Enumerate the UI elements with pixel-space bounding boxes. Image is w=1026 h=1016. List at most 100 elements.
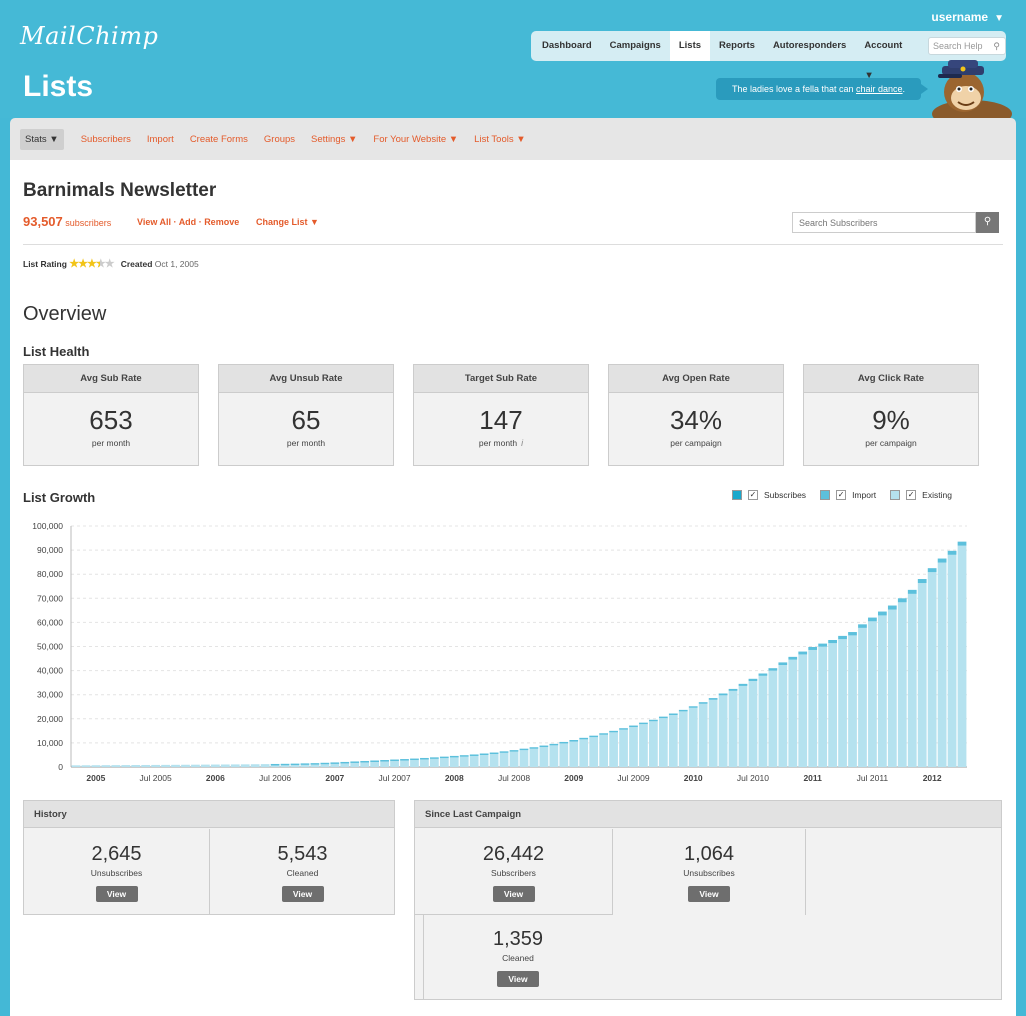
subnav-create-forms[interactable]: Create Forms (189, 133, 248, 145)
bar-existing (569, 741, 579, 767)
subnav-settings[interactable]: Settings ▼ (311, 133, 358, 145)
legend-swatch (890, 490, 901, 500)
stat-unit: per campaign (670, 438, 722, 448)
subnav-for-your-website[interactable]: For Your Website ▼ (373, 133, 459, 145)
legend-existing[interactable]: ✓ Existing (890, 490, 952, 500)
subnav-list-tools[interactable]: List Tools ▼ (474, 133, 526, 145)
bar-import (887, 605, 897, 610)
stat-value: 34% (669, 405, 723, 435)
view-unsubscribes-button[interactable]: View (688, 886, 730, 902)
bar-import (619, 728, 628, 730)
bar-existing (718, 695, 728, 767)
view-unsubscribes-button[interactable]: View (95, 886, 138, 902)
view-subscribers-button[interactable]: View (492, 886, 535, 902)
stat-label: Avg Click Rate (804, 365, 978, 393)
chevron-down-icon[interactable]: ▼ (994, 13, 1004, 24)
bar-existing (340, 763, 350, 767)
bar-import (479, 753, 489, 756)
subnav-subscribers[interactable]: Subscribers (80, 133, 131, 145)
subnav-import[interactable]: Import (146, 133, 174, 145)
subnav-groups[interactable]: Groups (263, 133, 296, 145)
view-all-link[interactable]: View All (137, 217, 172, 227)
checkbox[interactable]: ✓ (748, 490, 758, 500)
bar-import (609, 730, 618, 733)
list-rating-label: List Rating (23, 259, 67, 269)
created-value: Oct 1, 2005 (154, 259, 199, 269)
checkbox[interactable]: ✓ (906, 490, 917, 500)
bar-import (390, 759, 399, 762)
cell-value: 1,359 (492, 928, 544, 950)
cell-label: Unsubscribes (90, 868, 143, 878)
stat-value: 65 (291, 405, 321, 435)
bar-existing (957, 545, 967, 767)
bar-import (718, 693, 728, 696)
add-link[interactable]: Add (178, 217, 197, 227)
legend-subscribes[interactable]: ✓ Subscribes (732, 490, 806, 500)
remove-link[interactable]: Remove (204, 217, 240, 227)
stat-value: 653 (89, 405, 133, 435)
bar-existing (549, 745, 559, 767)
bar-existing (191, 764, 200, 767)
nav-dashboard[interactable]: Dashboard (542, 40, 592, 51)
history-title: History (24, 801, 394, 828)
legend-import[interactable]: ✓ Import (820, 490, 876, 500)
bar-import (300, 763, 310, 765)
chair-dance-link[interactable]: chair dance (856, 84, 903, 94)
banner-message: The ladies love a fella that can chair d… (716, 78, 928, 100)
subnav-stats[interactable]: Stats ▼ (20, 128, 64, 150)
search-subscribers-button[interactable]: ⚲ (976, 212, 999, 233)
bar-existing (858, 627, 867, 767)
bar-import (818, 643, 828, 647)
view-cleaned-button[interactable]: View (281, 886, 324, 902)
bar-existing (171, 764, 180, 767)
nav-lists[interactable]: Lists (669, 31, 711, 61)
bar-existing (91, 765, 101, 767)
username[interactable]: username (931, 10, 989, 24)
bar-existing (639, 724, 648, 767)
cell-label: Unsubscribes (683, 868, 735, 878)
bar-import (629, 725, 638, 728)
bar-import (738, 683, 748, 686)
bar-existing (838, 639, 847, 767)
nav-account[interactable]: Account ▼ (864, 40, 903, 81)
x-tick-label: 2011 (803, 773, 822, 783)
x-tick-label: 2007 (325, 773, 344, 783)
search-help-input[interactable]: Search Help ⚲ (928, 37, 1006, 55)
stat-unit: per month (478, 438, 518, 448)
subscriber-count-label: subscribers (65, 218, 112, 228)
bar-import (310, 763, 320, 765)
search-icon[interactable]: ⚲ (993, 41, 1000, 51)
nav-campaigns[interactable]: Campaigns (609, 40, 661, 51)
bar-import (420, 757, 429, 760)
y-tick-label: 50,000 (37, 642, 63, 652)
stat-label: Avg Unsub Rate (219, 365, 393, 393)
bar-import (748, 678, 758, 681)
change-list-dropdown[interactable]: Change List ▼ (256, 217, 319, 227)
bar-import (489, 752, 499, 755)
bar-import (917, 579, 927, 584)
user-menu[interactable]: username ▼ (931, 10, 1004, 24)
since-unsubscribes: 1,064 Unsubscribes View (613, 843, 805, 902)
info-icon[interactable]: i (521, 438, 524, 448)
stat-avg-open-rate: Avg Open Rate 34% per campaign (608, 364, 784, 466)
bar-import (509, 750, 519, 752)
y-tick-label: 30,000 (37, 690, 63, 700)
bar-existing (151, 764, 160, 767)
view-cleaned-button[interactable]: View (497, 971, 539, 987)
mailchimp-logo[interactable]: MailChimp (20, 22, 159, 50)
nav-autoresponders[interactable]: Autoresponders (772, 40, 847, 51)
legend-label: Existing (922, 490, 952, 500)
bar-import (519, 748, 529, 751)
stat-unit: per month (286, 438, 326, 448)
bar-import (499, 751, 509, 753)
x-tick-label: 2008 (445, 773, 464, 783)
bar-existing (878, 615, 887, 767)
nav-reports[interactable]: Reports (719, 40, 755, 51)
search-subscribers-input[interactable] (792, 212, 976, 233)
bar-existing (181, 764, 190, 767)
checkbox[interactable]: ✓ (836, 490, 847, 500)
divider (612, 829, 613, 915)
bar-existing (808, 649, 818, 767)
stat-unit: per month (91, 438, 131, 448)
bar-existing (539, 747, 549, 767)
